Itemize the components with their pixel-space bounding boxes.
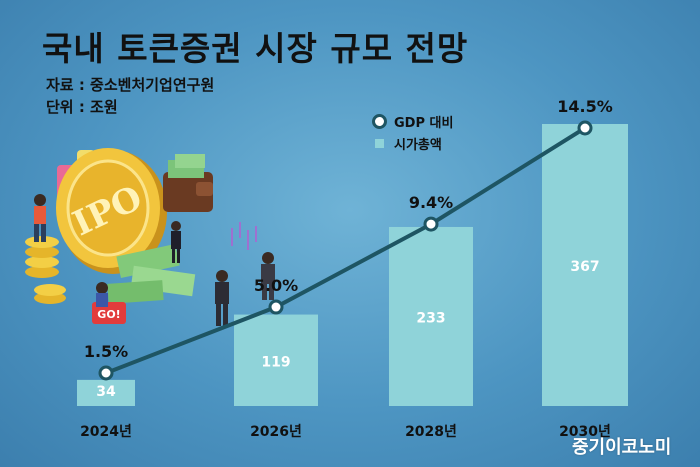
gdp-ratio-label: 1.5% xyxy=(84,342,128,361)
category-tick-label: 2024년 xyxy=(80,424,132,440)
bar-2030년 xyxy=(542,124,628,406)
gdp-ratio-point xyxy=(577,120,593,136)
legend-label-line: GDP 대비 xyxy=(394,115,454,131)
category-tick-label: 2028년 xyxy=(405,424,457,440)
gdp-ratio-label: 5.0% xyxy=(254,276,298,295)
person-icon xyxy=(34,194,46,242)
category-tick-label: 2030년 xyxy=(559,424,611,440)
ipo-coin-icon: IPO xyxy=(56,148,167,274)
legend-item-bar: 시가총액 xyxy=(372,132,453,154)
chart-title: 국내 토큰증권 시장 규모 전망 xyxy=(42,29,469,68)
legend-label-bar: 시가총액 xyxy=(394,137,442,153)
bar-2028년 xyxy=(389,226,473,406)
gdp-ratio-point xyxy=(423,216,439,232)
gdp-ratio-point xyxy=(98,365,114,381)
bar-2024년 xyxy=(77,379,135,406)
wallet-icon xyxy=(163,154,213,212)
legend: GDP 대비 시가총액 xyxy=(372,110,453,154)
bar-2026년 xyxy=(234,314,318,406)
source-label: 자료 : 중소벤처기업연구원 xyxy=(46,76,215,94)
category-tick-label: 2026년 xyxy=(250,424,302,440)
money-notes-icon xyxy=(107,244,196,304)
gdp-ratio-label: 14.5% xyxy=(557,97,613,116)
legend-item-line: GDP 대비 xyxy=(372,110,453,132)
person-icon xyxy=(261,252,275,300)
bars-layer xyxy=(77,124,628,406)
line-layer xyxy=(98,120,593,381)
labels-layer: 34 2024년 119 2026년 233 2028년 367 2030년 1.5% 5.0% 9… xyxy=(80,97,613,440)
bar-value-label: 119 xyxy=(261,354,290,370)
gdp-ratio-label: 9.4% xyxy=(409,193,453,212)
legend-marker-icon xyxy=(372,113,387,129)
bar-value-label: 367 xyxy=(570,259,599,275)
coin-stack-icon xyxy=(25,236,66,304)
unit-label: 단위 : 조원 xyxy=(46,98,118,116)
person-icon xyxy=(171,221,181,263)
bar-value-label: 34 xyxy=(96,384,116,400)
legend-swatch-icon xyxy=(375,138,384,148)
person-icon xyxy=(96,282,108,307)
gdp-ratio-line xyxy=(105,126,587,375)
gdp-ratio-point xyxy=(268,299,284,315)
go-tag-icon xyxy=(92,302,126,324)
candlestick-icon xyxy=(231,222,257,250)
bar-value-label: 233 xyxy=(416,310,445,326)
watermark-logo: 중기이코노미 xyxy=(572,437,672,458)
person-icon xyxy=(215,270,229,326)
go-tag-text: GO! xyxy=(97,308,120,321)
